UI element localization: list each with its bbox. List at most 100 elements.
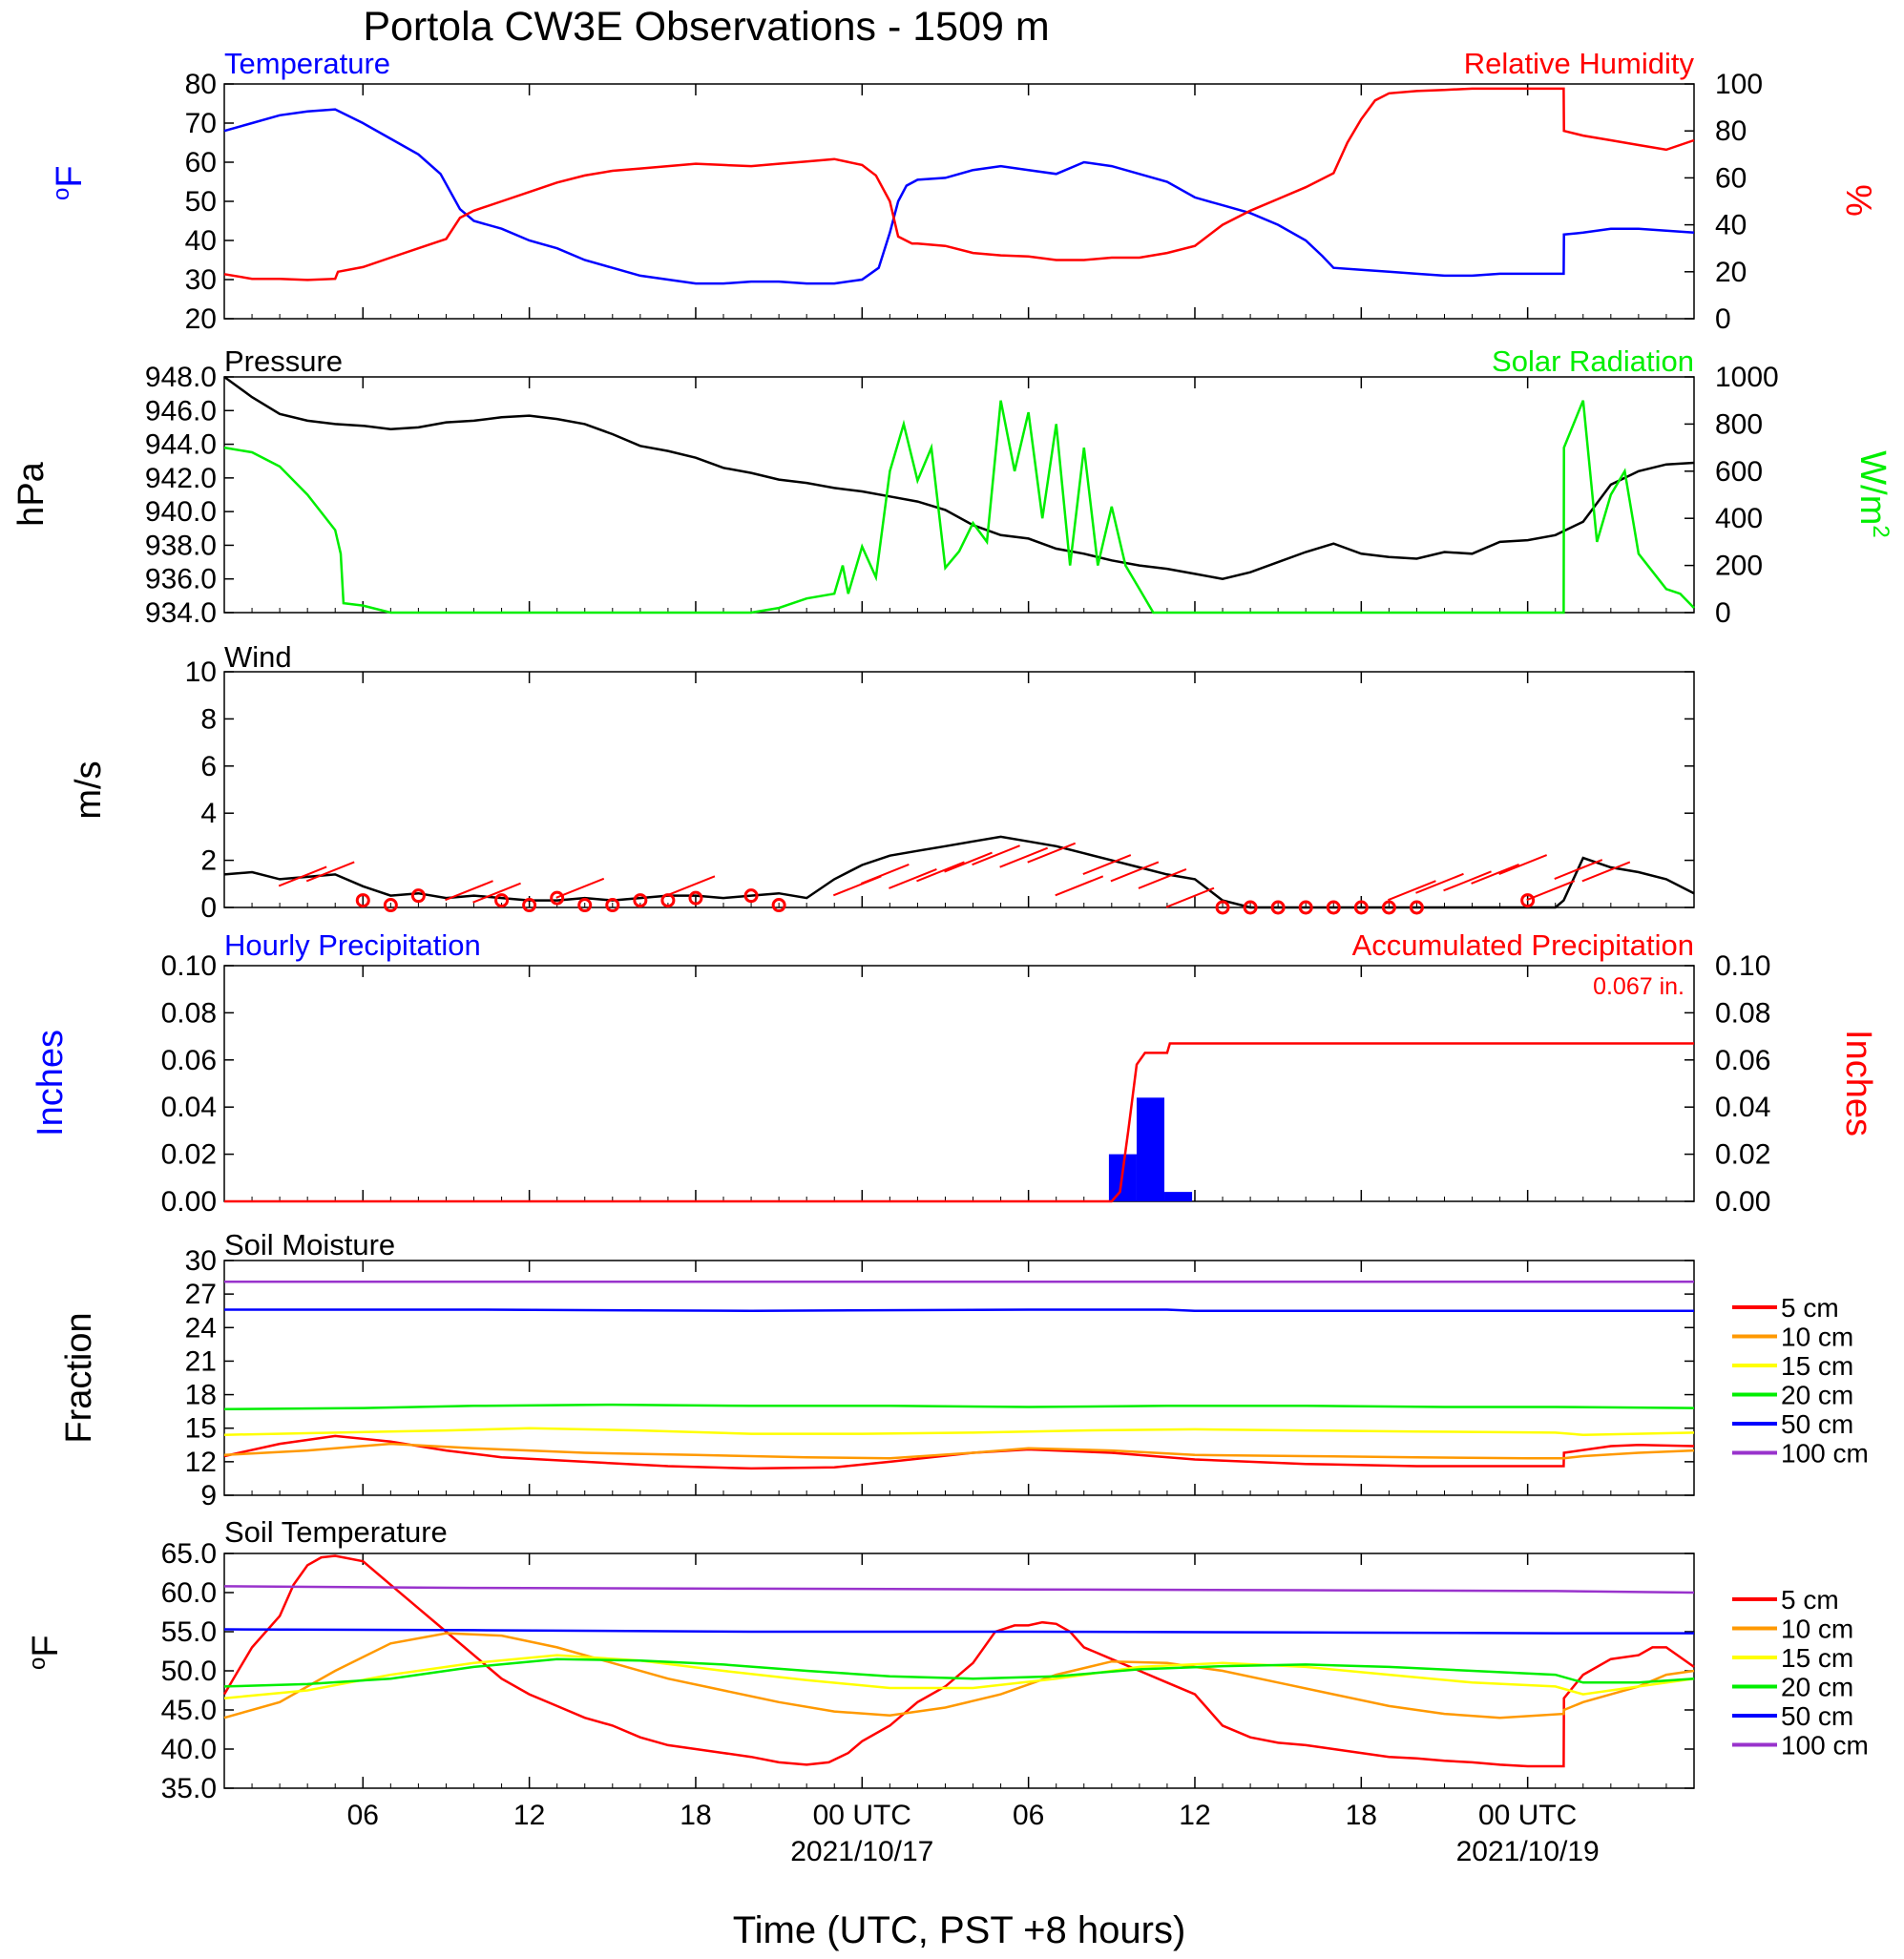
y-tick-label-left: 944.0: [145, 429, 217, 461]
calm-wind-circle: [355, 893, 370, 908]
precipitation-bar: [1136, 1097, 1165, 1201]
y-tick-label-right: 80: [1715, 115, 1747, 147]
y-tick-label-left: 40: [185, 225, 217, 257]
calm-wind-circle: [605, 898, 620, 913]
solar-radiation-title: Solar Radiation: [1492, 344, 1694, 378]
wind-barb: [445, 880, 493, 902]
calm-wind-circle: [577, 898, 593, 913]
y-tick-label-left: 30: [185, 264, 217, 296]
series-line-accumulated-precipitation: [224, 1042, 1694, 1203]
y-tick-label-left: 50: [185, 186, 217, 218]
legend-label: 5 cm: [1781, 1293, 1839, 1323]
calm-wind-circle: [550, 890, 565, 906]
calm-wind-circle: [1298, 900, 1313, 915]
series-line-20-cm: [223, 1403, 1695, 1411]
calm-wind-circle: [1381, 900, 1396, 915]
y-tick-label-left: 934.0: [145, 597, 217, 629]
legend-label: 10 cm: [1781, 1323, 1853, 1352]
calm-wind-circle: [1215, 900, 1230, 915]
y-tick-label-right: 400: [1715, 503, 1763, 534]
legend-label: 50 cm: [1781, 1409, 1853, 1439]
wind-barb: [1027, 842, 1077, 864]
calm-wind-circle: [494, 893, 510, 908]
soil-moisture-title: Soil Moisture: [224, 1228, 395, 1261]
y-tick-label-left: 0.00: [161, 1186, 217, 1218]
series-line-relative-humidity: [223, 87, 1695, 281]
y-tick-label-left: 946.0: [145, 395, 217, 427]
x-date-label: 2021/10/19: [1456, 1836, 1600, 1867]
y-tick-label-left: 0.06: [161, 1045, 217, 1076]
y-tick-label-left: 50.0: [161, 1656, 217, 1687]
wind-barb: [666, 875, 716, 897]
series-line-50-cm: [223, 1628, 1694, 1635]
soil-temperature-title: Soil Temperature: [224, 1515, 448, 1549]
wind-barb: [1082, 854, 1132, 875]
series-line-5-cm: [222, 1554, 1695, 1768]
calm-wind-circle: [1353, 900, 1369, 915]
y-tick-label-left: 70: [185, 108, 217, 139]
wind-barb: [1443, 870, 1492, 892]
accumulated-precipitation-title: Accumulated Precipitation: [1352, 928, 1694, 962]
y-tick-label-right: 0.08: [1715, 997, 1770, 1029]
series-line-50-cm: [224, 1308, 1694, 1312]
legend-label: 100 cm: [1781, 1731, 1869, 1761]
wind-axis-label: m/s: [69, 761, 109, 819]
y-tick-label-left: 18: [185, 1380, 217, 1411]
wind-barb: [1055, 875, 1104, 897]
wind-barb: [1415, 872, 1464, 894]
y-tick-label-left: 936.0: [145, 564, 217, 595]
y-tick-label-right: 0.06: [1715, 1045, 1770, 1076]
series-line-pressure: [223, 375, 1695, 580]
calm-wind-circle: [383, 898, 398, 913]
pressure-solar-frame: [223, 376, 1695, 614]
legend-label: 100 cm: [1781, 1439, 1869, 1469]
wind-title: Wind: [224, 640, 292, 674]
wind-barb: [278, 865, 327, 887]
legend-label: 20 cm: [1781, 1673, 1853, 1702]
wind-barb: [1581, 861, 1631, 883]
calm-wind-circle: [1326, 900, 1341, 915]
y-tick-label-left: 65.0: [161, 1538, 217, 1570]
wind-frame: [223, 671, 1695, 908]
y-tick-label-left: 24: [185, 1312, 217, 1344]
y-tick-label-left: 940.0: [145, 496, 217, 528]
y-tick-label-right: 0.02: [1715, 1139, 1770, 1171]
wind-barb: [1388, 880, 1436, 902]
wind-barb: [1471, 864, 1519, 885]
precipitation-bar: [1164, 1192, 1193, 1201]
y-tick-label-left: 948.0: [145, 362, 217, 393]
legend-label: 5 cm: [1781, 1585, 1839, 1615]
legend-label: 10 cm: [1781, 1615, 1853, 1644]
calm-wind-circle: [1270, 900, 1286, 915]
x-tick-label: 06: [1013, 1800, 1044, 1831]
y-tick-label-right: 20: [1715, 257, 1747, 288]
wind-barb: [1554, 859, 1603, 880]
wind-barb: [860, 864, 910, 885]
y-tick-label-left: 0: [200, 892, 217, 924]
wind-panel: Wind m/s 0 2 4 6 8 10: [69, 640, 1695, 924]
humidity-axis-label: %: [1838, 184, 1878, 217]
relative-humidity-title: Relative Humidity: [1464, 47, 1695, 80]
wind-barb: [972, 844, 1020, 866]
legend-label: 20 cm: [1781, 1381, 1853, 1410]
y-tick-label-left: 60: [185, 147, 217, 178]
y-tick-label-left: 0.10: [161, 950, 217, 982]
wind-barb: [999, 846, 1049, 868]
temperature-axis-label: oF: [49, 165, 91, 200]
wind-barb: [916, 861, 965, 883]
series-line-wind: [223, 835, 1695, 909]
precipitation-panel: Hourly Precipitation Accumulated Precipi…: [31, 928, 1878, 1218]
solar-axis-label: W/m2: [1852, 450, 1894, 537]
x-tick-label: 00 UTC: [813, 1800, 911, 1831]
y-tick-label-right: 0.00: [1715, 1186, 1770, 1218]
series-line-15-cm: [223, 1427, 1695, 1436]
soil-temperature-panel: Soil Temperature oF 35.0 40.0 45.0 50.0 55.0…: [25, 1515, 1695, 1804]
y-tick-label-right: 200: [1715, 551, 1763, 582]
calm-wind-circle: [771, 898, 786, 913]
precipitation-frame: [223, 965, 1695, 1202]
y-tick-label-left: 0.04: [161, 1092, 217, 1123]
calm-wind-circle: [522, 898, 537, 913]
wind-barb: [1526, 880, 1576, 902]
